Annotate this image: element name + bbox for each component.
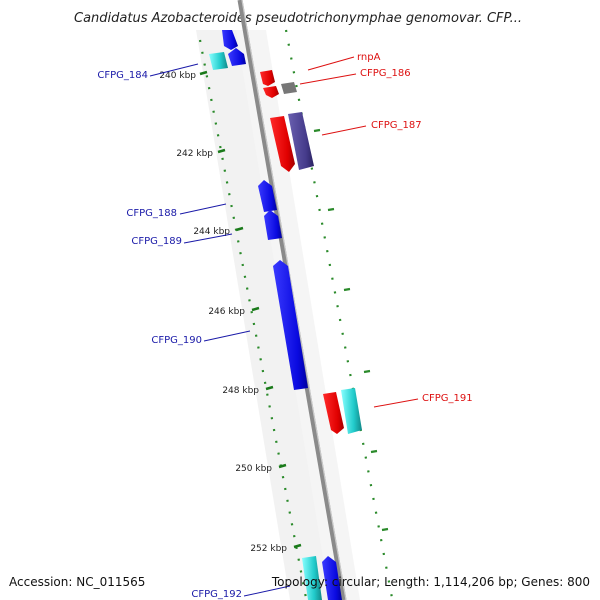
gene-cfpg-188-arrow[interactable]: [258, 180, 277, 212]
gene-label-rnpa[interactable]: rnpA: [357, 52, 381, 63]
reverse-strand-genes: [209, 30, 342, 600]
leader-cfpg-190: [203, 330, 251, 342]
tick-248: [265, 385, 274, 391]
tick-244: [235, 226, 244, 232]
tick-label-240: 240 kbp: [159, 71, 196, 81]
tick-252: [293, 543, 302, 549]
label-leaders: [149, 56, 419, 597]
gene-cfpg-187-cog[interactable]: [288, 112, 314, 170]
gene-cfpg-186-arrow[interactable]: [263, 86, 279, 98]
gene-cfpg-189-arrow[interactable]: [264, 210, 282, 240]
topology-text: Topology: circular; Length: 1,114,206 bp…: [271, 575, 590, 589]
accession-text: Accession: NC_011565: [9, 575, 145, 589]
gc-track-right-dashes: [313, 128, 389, 532]
gene-cfpg-187-arrow[interactable]: [270, 116, 295, 172]
leader-cfpg-192: [243, 585, 291, 597]
map-title: Candidatus Azobacteroides pseudotrichony…: [74, 11, 522, 26]
leader-rnpa: [307, 56, 355, 71]
tick-labels: 240 kbp 242 kbp 244 kbp 246 kbp 248 kbp …: [159, 71, 287, 554]
gene-cfpg-184-arrow[interactable]: [228, 48, 246, 66]
backbone-shadow: [196, 30, 360, 600]
leader-cfpg-187: [321, 125, 367, 136]
leader-cfpg-189: [183, 233, 233, 244]
gene-labels: rnpA CFPG_186 CFPG_187 CFPG_191 CFPG_184…: [97, 52, 472, 600]
gene-label-cfpg-187[interactable]: CFPG_187: [371, 120, 422, 131]
gene-label-cfpg-184[interactable]: CFPG_184: [97, 70, 148, 81]
tick-label-248: 248 kbp: [222, 386, 259, 396]
gene-cfpg-192-rna[interactable]: [302, 556, 322, 600]
tick-label-252: 252 kbp: [250, 544, 287, 554]
leader-cfpg-184: [149, 63, 199, 77]
tick-label-242: 242 kbp: [176, 149, 213, 159]
gene-rnpa-arrow[interactable]: [260, 70, 275, 86]
tick-label-244: 244 kbp: [193, 227, 230, 237]
gene-label-cfpg-190[interactable]: CFPG_190: [151, 335, 202, 346]
gene-cfpg-190-arrow[interactable]: [273, 260, 308, 390]
gene-label-cfpg-188[interactable]: CFPG_188: [126, 208, 177, 219]
forward-strand-genes: [260, 70, 362, 434]
tick-246: [251, 306, 260, 312]
tick-250: [278, 463, 287, 469]
gene-cfpg-191-arrow[interactable]: [323, 392, 344, 434]
tick-label-246: 246 kbp: [208, 307, 245, 317]
gene-label-cfpg-192[interactable]: CFPG_192: [191, 589, 242, 600]
leader-cfpg-191: [373, 398, 419, 408]
gene-cfpg-192-arrow[interactable]: [322, 556, 342, 600]
gene-label-cfpg-189[interactable]: CFPG_189: [131, 236, 182, 247]
leader-cfpg-186: [299, 73, 357, 85]
gene-cfpg-191-rna[interactable]: [341, 388, 362, 434]
tick-240: [199, 70, 208, 76]
gene-label-cfpg-191[interactable]: CFPG_191: [422, 393, 473, 404]
tick-label-250: 250 kbp: [235, 464, 272, 474]
tick-242: [217, 148, 226, 154]
gene-cfpg-186-misc[interactable]: [281, 82, 297, 94]
gene-cfpg-183-arrow[interactable]: [222, 30, 238, 50]
tick-marks: [199, 70, 302, 549]
gene-label-cfpg-186[interactable]: CFPG_186: [360, 68, 411, 79]
gc-track-right: [284, 29, 394, 599]
gene-cfpg-184-rna[interactable]: [209, 52, 228, 70]
leader-cfpg-188: [179, 203, 227, 215]
